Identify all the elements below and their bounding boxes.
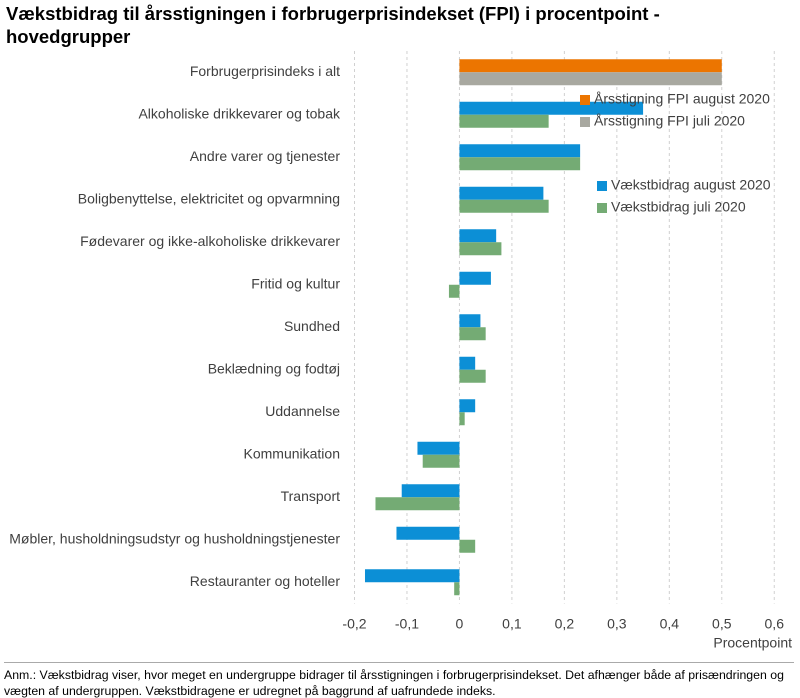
bar	[396, 526, 460, 540]
bar	[459, 412, 465, 426]
y-tick-label: Kommunikation	[244, 445, 341, 461]
bar	[459, 101, 644, 115]
legend-swatch	[580, 117, 590, 127]
chart: Procentpoint -0,2 -0,1 0 0,1 0,2 0,3 0,4 0,5 0,6…	[9, 51, 792, 651]
y-tick-label: Fritid og kultur	[251, 275, 340, 291]
bar	[364, 569, 460, 583]
y-tick-label: Restauranter og hoteller	[190, 573, 341, 589]
y-tick-label: Fødevarer og ikke-alkoholiske drikkevare…	[80, 233, 340, 249]
bar	[401, 484, 460, 498]
bar	[375, 497, 460, 511]
x-tick-label: -0,1	[395, 616, 419, 632]
x-tick-label: 0,2	[555, 616, 575, 632]
bar	[459, 327, 486, 341]
bar	[448, 284, 460, 298]
y-tick-label: Forbrugerprisindeks i alt	[190, 63, 340, 79]
legend-label: Årsstigning FPI juli 2020	[594, 113, 745, 129]
note: Anm.: Vækstbidrag viser, hvor meget en u…	[4, 662, 794, 698]
bar	[459, 199, 549, 213]
bar	[459, 356, 476, 370]
bar	[459, 242, 502, 256]
bar	[459, 186, 544, 200]
y-tick-label: Møbler, husholdningsudstyr og husholdnin…	[9, 530, 340, 546]
legend-label: Årsstigning FPI august 2020	[594, 91, 770, 107]
bar	[459, 144, 581, 158]
bar	[459, 59, 722, 73]
chart-title: Vækstbidrag til årsstigningen i forbruge…	[6, 3, 660, 47]
y-tick-label: Sundhed	[284, 318, 340, 334]
x-tick-label: 0	[456, 616, 464, 632]
bar	[459, 369, 486, 383]
legend-swatch	[597, 181, 607, 191]
y-tick-label: Beklædning og fodtøj	[208, 360, 340, 376]
x-tick-label: 0,4	[660, 616, 680, 632]
bar	[459, 399, 476, 413]
x-tick-label: 0,1	[502, 616, 522, 632]
bar	[454, 582, 460, 596]
legend-swatch	[580, 95, 590, 105]
x-tick-label: 0,6	[765, 616, 785, 632]
bar	[459, 114, 549, 128]
bar	[459, 72, 722, 86]
y-tick-label: Andre varer og tjenester	[190, 148, 341, 164]
x-tick-label: -0,2	[342, 616, 366, 632]
y-tick-label: Alkoholiske drikkevarer og tobak	[138, 105, 341, 121]
bar	[459, 314, 481, 328]
legend-label: Vækstbidrag august 2020	[611, 177, 771, 193]
bar	[459, 539, 476, 553]
bar	[422, 454, 460, 468]
bar	[459, 271, 491, 285]
bar	[459, 157, 581, 171]
legend-swatch	[597, 203, 607, 213]
y-tick-label: Boligbenyttelse, elektricitet og opvarmn…	[78, 190, 340, 206]
x-tick-label: 0,5	[712, 616, 732, 632]
y-tick-label: Uddannelse	[265, 403, 340, 419]
x-axis-label: Procentpoint	[713, 635, 792, 651]
bar	[417, 441, 460, 455]
y-tick-label: Transport	[281, 488, 341, 504]
bar	[459, 229, 497, 243]
x-tick-label: 0,3	[607, 616, 627, 632]
legend-label: Vækstbidrag juli 2020	[611, 199, 746, 215]
